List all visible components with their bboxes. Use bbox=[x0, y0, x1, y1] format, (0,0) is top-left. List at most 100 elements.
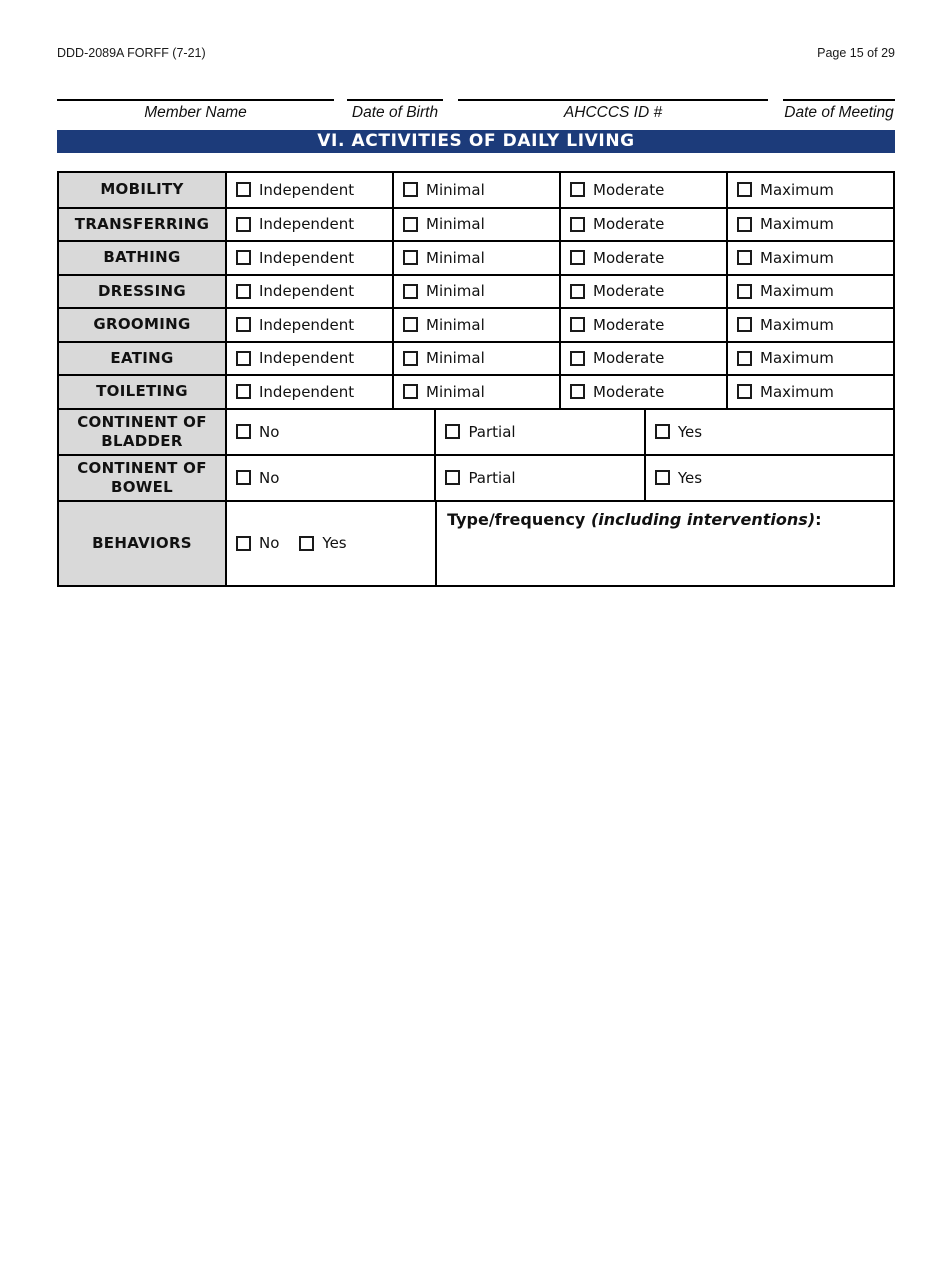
option-label: Moderate bbox=[593, 349, 665, 368]
checkbox-dressing-maximum[interactable] bbox=[737, 283, 752, 299]
behaviors-type-frequency-entry-area[interactable]: Type/frequency (including interventions)… bbox=[435, 501, 893, 585]
checkbox-bladder-yes[interactable] bbox=[654, 424, 670, 439]
checkbox-dressing-moderate[interactable] bbox=[570, 283, 585, 299]
row-label: EATING bbox=[59, 342, 225, 374]
checkbox-eating-independent[interactable] bbox=[236, 350, 251, 366]
option-cell: Independent bbox=[225, 275, 392, 307]
checkbox-dressing-minimal[interactable] bbox=[403, 283, 418, 299]
option-cell: Minimal bbox=[392, 309, 559, 341]
row-label: GROOMING bbox=[59, 309, 225, 341]
option-label: Moderate bbox=[593, 282, 665, 301]
checkbox-mobility-minimal[interactable] bbox=[403, 182, 418, 198]
checkbox-bathing-independent[interactable] bbox=[236, 250, 251, 266]
adl-table: MOBILITY Independent Minimal Moderate Ma… bbox=[57, 171, 895, 587]
checkbox-bathing-minimal[interactable] bbox=[403, 250, 418, 266]
checkbox-grooming-independent[interactable] bbox=[236, 317, 251, 333]
checkbox-mobility-independent[interactable] bbox=[236, 182, 251, 198]
page-content: DDD-2089A FORFF (7-21) Page 15 of 29 Mem… bbox=[57, 46, 895, 587]
ahcccs-id-label: AHCCCS ID # bbox=[563, 104, 663, 121]
row-label: BEHAVIORS bbox=[59, 501, 225, 585]
checkbox-bowel-no[interactable] bbox=[236, 470, 251, 485]
option-label: Yes bbox=[322, 534, 347, 552]
option-label: Maximum bbox=[760, 248, 834, 267]
member-name-label: Member Name bbox=[144, 104, 247, 121]
option-cell: No bbox=[225, 455, 434, 500]
checkbox-bladder-partial[interactable] bbox=[445, 424, 461, 439]
checkbox-bathing-maximum[interactable] bbox=[737, 250, 752, 266]
date-of-birth-label: Date of Birth bbox=[351, 104, 439, 121]
ahcccs-id-input[interactable] bbox=[458, 99, 768, 101]
checkbox-grooming-moderate[interactable] bbox=[570, 317, 585, 333]
table-row-bathing: BATHING Independent Minimal Moderate Max… bbox=[59, 240, 893, 274]
option-cell: Minimal bbox=[392, 342, 559, 374]
checkbox-mobility-moderate[interactable] bbox=[570, 182, 585, 198]
option-label: Maximum bbox=[760, 349, 834, 368]
checkbox-transferring-independent[interactable] bbox=[236, 216, 251, 232]
checkbox-transferring-moderate[interactable] bbox=[570, 216, 585, 232]
option-label: No bbox=[259, 534, 280, 552]
row-label: DRESSING bbox=[59, 275, 225, 307]
row-label: CONTINENT OF BLADDER bbox=[59, 409, 225, 454]
row-label: MOBILITY bbox=[59, 173, 225, 207]
option-label: Maximum bbox=[760, 215, 834, 234]
date-of-birth-field: Date of Birth bbox=[347, 99, 443, 122]
checkbox-transferring-maximum[interactable] bbox=[737, 216, 752, 232]
option-label: No bbox=[259, 422, 280, 441]
checkbox-transferring-minimal[interactable] bbox=[403, 216, 418, 232]
option-cell: No bbox=[225, 409, 434, 454]
option-cell: Partial bbox=[434, 455, 643, 500]
option-label: No bbox=[259, 468, 280, 487]
option-cell: Moderate bbox=[559, 309, 726, 341]
option-cell: Partial bbox=[434, 409, 643, 454]
checkbox-bathing-moderate[interactable] bbox=[570, 250, 585, 266]
option-label: Moderate bbox=[593, 382, 665, 401]
checkbox-toileting-independent[interactable] bbox=[236, 384, 251, 400]
date-of-birth-input[interactable] bbox=[347, 99, 443, 101]
row-label: TOILETING bbox=[59, 376, 225, 408]
page-indicator: Page 15 of 29 bbox=[817, 46, 895, 60]
checkbox-toileting-maximum[interactable] bbox=[737, 384, 752, 400]
date-of-meeting-label: Date of Meeting bbox=[784, 104, 894, 121]
option-label: Maximum bbox=[760, 282, 834, 301]
option-label: Minimal bbox=[426, 215, 485, 234]
checkbox-behaviors-yes[interactable] bbox=[299, 535, 315, 551]
date-of-meeting-input[interactable] bbox=[783, 99, 895, 101]
checkbox-eating-moderate[interactable] bbox=[570, 350, 585, 366]
checkbox-bladder-no[interactable] bbox=[236, 424, 251, 439]
form-number: DDD-2089A FORFF (7-21) bbox=[57, 46, 206, 60]
option-cell: Maximum bbox=[726, 342, 893, 374]
checkbox-eating-maximum[interactable] bbox=[737, 350, 752, 366]
option-label: Yes bbox=[677, 468, 703, 487]
checkbox-grooming-maximum[interactable] bbox=[737, 317, 752, 333]
checkbox-mobility-maximum[interactable] bbox=[737, 182, 752, 198]
option-cell: Minimal bbox=[392, 376, 559, 408]
option-label: Moderate bbox=[593, 315, 665, 334]
member-name-input[interactable] bbox=[57, 99, 334, 101]
row-label: BATHING bbox=[59, 242, 225, 274]
checkbox-eating-minimal[interactable] bbox=[403, 350, 418, 366]
option-cell: Moderate bbox=[559, 376, 726, 408]
member-name-field: Member Name bbox=[57, 99, 334, 122]
checkbox-toileting-minimal[interactable] bbox=[403, 384, 418, 400]
option-cell: Independent bbox=[225, 173, 392, 207]
option-label: Partial bbox=[468, 468, 516, 487]
option-label: Independent bbox=[259, 215, 355, 234]
date-of-meeting-field: Date of Meeting bbox=[783, 99, 895, 122]
option-cell: Yes bbox=[643, 455, 893, 500]
ahcccs-id-field: AHCCCS ID # bbox=[458, 99, 768, 122]
option-label: Minimal bbox=[426, 248, 485, 267]
table-row-dressing: DRESSING Independent Minimal Moderate Ma… bbox=[59, 273, 893, 307]
checkbox-dressing-independent[interactable] bbox=[236, 283, 251, 299]
checkbox-bowel-yes[interactable] bbox=[654, 470, 670, 485]
checkbox-grooming-minimal[interactable] bbox=[403, 317, 418, 333]
checkbox-toileting-moderate[interactable] bbox=[570, 384, 585, 400]
option-label: Moderate bbox=[593, 180, 665, 199]
option-cell: Independent bbox=[225, 242, 392, 274]
table-row-mobility: MOBILITY Independent Minimal Moderate Ma… bbox=[59, 173, 893, 207]
option-cell: Independent bbox=[225, 376, 392, 408]
checkbox-bowel-partial[interactable] bbox=[445, 470, 461, 485]
option-cell: Moderate bbox=[559, 342, 726, 374]
option-cell: Maximum bbox=[726, 208, 893, 240]
option-label: Minimal bbox=[426, 349, 485, 368]
checkbox-behaviors-no[interactable] bbox=[236, 535, 251, 551]
